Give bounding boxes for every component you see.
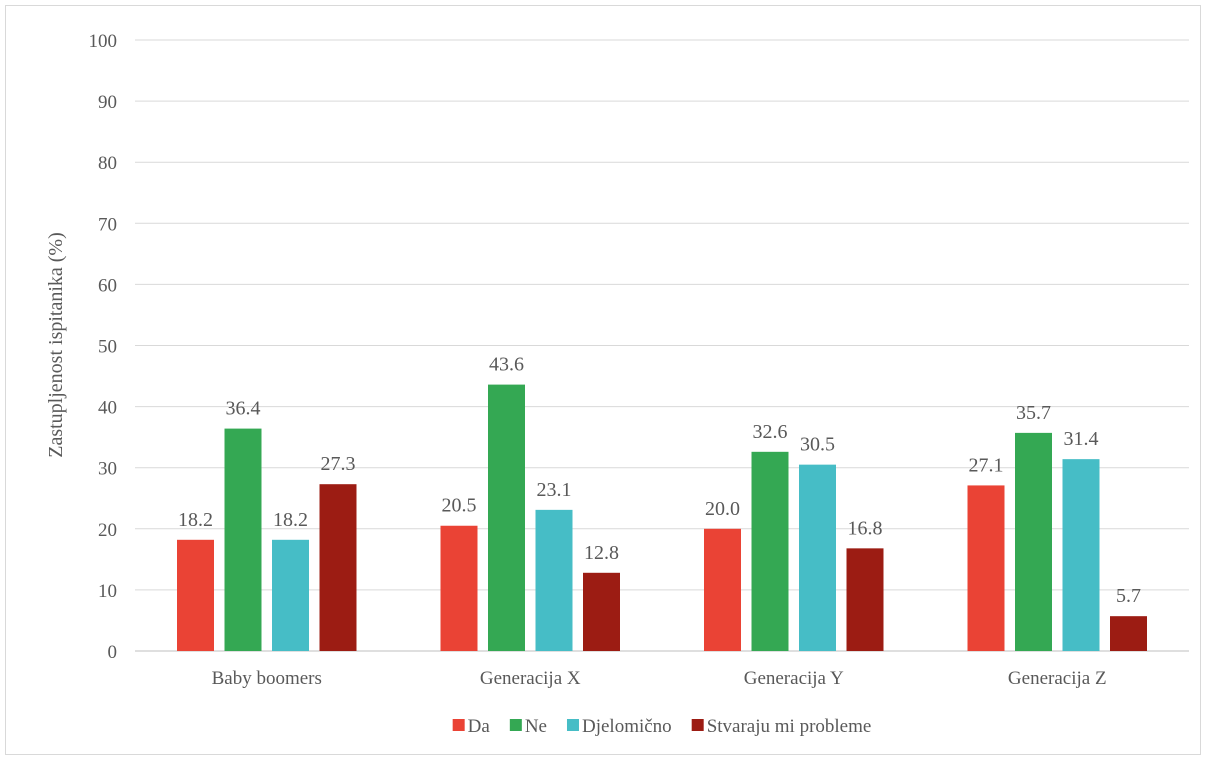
bar: [440, 525, 478, 651]
gridlines: [135, 39, 1189, 652]
y-tick-label: 30: [98, 459, 117, 480]
legend-swatch: [452, 719, 465, 731]
legend-label: Ne: [525, 716, 547, 737]
bar: [272, 539, 309, 651]
bar: [583, 572, 620, 651]
bar: [319, 484, 357, 651]
data-label: 18.2: [178, 509, 213, 531]
y-tick-label: 40: [98, 398, 117, 419]
x-category-label: Generacija Z: [1008, 668, 1107, 689]
data-label: 35.7: [1016, 402, 1051, 424]
data-label: 20.5: [442, 495, 477, 517]
bar: [751, 451, 789, 651]
data-label: 27.1: [969, 454, 1004, 476]
bar: [535, 509, 573, 651]
bar: [224, 428, 262, 651]
legend-item: Da: [452, 716, 491, 737]
y-axis-ticks: 0 10 20 30 40 50 60 70 80 90 100: [89, 31, 118, 663]
bar: [1110, 616, 1147, 651]
bar: [799, 464, 836, 651]
data-label: 30.5: [800, 434, 835, 456]
bar: [704, 528, 741, 651]
data-label: 12.8: [584, 542, 619, 564]
legend: Da Ne Djelomično Stvaraju mi probleme: [452, 716, 872, 737]
y-tick-label: 100: [89, 31, 118, 52]
legend-label: Stvaraju mi probleme: [707, 716, 872, 737]
data-label: 27.3: [321, 453, 356, 475]
bar: [967, 485, 1005, 651]
data-labels: 18.2 36.4 18.2 27.3 20.5 43.6 23.1 12.8 20.0 32.6…: [178, 354, 1141, 608]
y-tick-label: 90: [98, 92, 117, 113]
legend-label: Da: [468, 716, 491, 737]
y-axis-label: Zastupljenost ispitanika (%): [45, 232, 67, 458]
bars: [177, 384, 1147, 651]
data-label: 16.8: [848, 517, 883, 539]
data-label: 32.6: [753, 421, 788, 443]
bar: [177, 539, 214, 651]
data-label: 20.0: [705, 498, 740, 520]
data-label: 36.4: [226, 398, 261, 420]
y-tick-label: 20: [98, 520, 117, 541]
legend-swatch: [509, 719, 522, 731]
data-label: 5.7: [1116, 585, 1141, 607]
legend-swatch: [691, 719, 704, 731]
y-tick-label: 10: [98, 581, 117, 602]
data-label: 23.1: [537, 479, 572, 501]
bar: [846, 548, 884, 651]
bar: [488, 384, 525, 651]
data-label: 43.6: [489, 354, 524, 376]
bar: [1062, 459, 1100, 651]
legend-swatch: [566, 719, 579, 731]
legend-label: Djelomično: [582, 716, 672, 737]
y-tick-label: 0: [108, 642, 118, 663]
legend-item: Ne: [509, 716, 547, 737]
x-category-label: Baby boomers: [212, 668, 322, 689]
x-category-label: Generacija Y: [744, 668, 844, 689]
y-tick-label: 80: [98, 153, 117, 174]
x-category-label: Generacija X: [480, 668, 581, 689]
y-tick-label: 50: [98, 337, 117, 358]
bar: [1015, 432, 1052, 651]
legend-item: Stvaraju mi probleme: [691, 716, 872, 737]
data-label: 31.4: [1064, 428, 1099, 450]
legend-item: Djelomično: [566, 716, 672, 737]
y-tick-label: 60: [98, 275, 117, 296]
y-tick-label: 70: [98, 214, 117, 235]
x-axis-categories: Baby boomers Generacija X Generacija Y Gene…: [212, 668, 1107, 689]
data-label: 18.2: [273, 509, 308, 531]
